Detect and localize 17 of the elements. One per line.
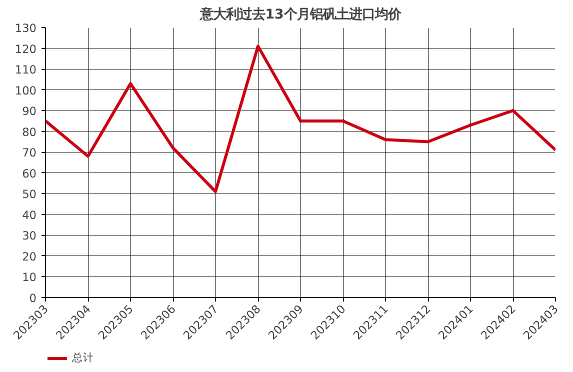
y-tick-label: 10	[22, 270, 37, 284]
legend-label: 总计	[72, 351, 94, 365]
y-tick-label: 20	[22, 249, 37, 264]
y-tick-label: 110	[14, 62, 37, 77]
y-tick-label: 60	[22, 166, 37, 180]
y-tick-label: 80	[22, 124, 37, 139]
y-tick-label: 130	[14, 21, 37, 35]
y-tick-label: 70	[22, 146, 37, 160]
y-tick-label: 90	[22, 104, 37, 118]
y-tick-label: 120	[14, 42, 37, 56]
y-tick-label: 30	[22, 228, 37, 243]
y-tick-label: 100	[14, 83, 37, 98]
line-series	[46, 44, 556, 194]
chart-title: 意大利过去13个月铝矾土进口均价	[199, 6, 402, 22]
y-tick-label: 40	[22, 208, 37, 222]
y-tick-label: 50	[22, 187, 37, 202]
y-tick-label: 0	[29, 291, 37, 305]
